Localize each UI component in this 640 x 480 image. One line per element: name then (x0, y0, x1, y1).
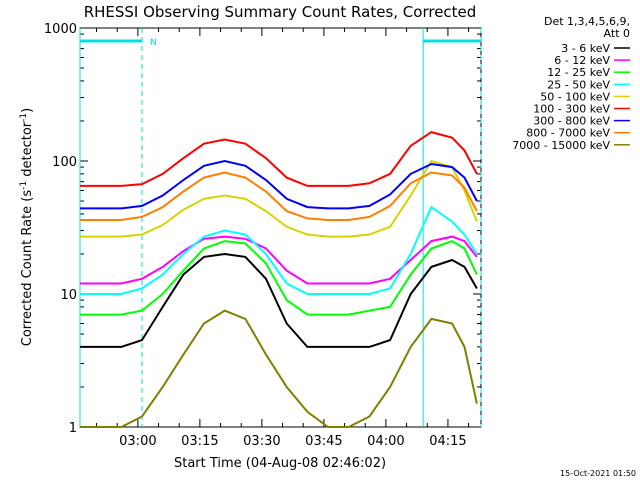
x-tick-label: 03:30 (243, 434, 280, 449)
x-tick-label: 04:15 (429, 434, 466, 449)
legend-label: 800 - 7000 keV (526, 127, 610, 140)
series-line (80, 252, 478, 348)
series-line (80, 205, 478, 295)
series-line (80, 235, 478, 285)
chart-title: RHESSI Observing Summary Count Rates, Co… (84, 3, 477, 21)
y-tick-label: 1000 (44, 22, 77, 37)
series-line (80, 309, 478, 428)
legend-label: 300 - 800 keV (533, 115, 610, 128)
x-tick-label: 03:00 (119, 434, 156, 449)
series-line (80, 159, 478, 238)
series-line (80, 131, 478, 187)
footer-timestamp: 15-Oct-2021 01:50 (560, 469, 636, 478)
y-tick-label: 1 (69, 421, 77, 436)
x-axis-label: Start Time (04-Aug-08 02:46:02) (174, 456, 386, 471)
legend-label: 25 - 50 keV (547, 78, 610, 91)
legend-label: 7000 - 15000 keV (512, 139, 610, 152)
x-tick-label: 03:45 (305, 434, 342, 449)
x-tick-label: 03:15 (181, 434, 218, 449)
legend-label: 100 - 300 keV (533, 103, 610, 116)
night-label: N (150, 38, 157, 48)
series-line (80, 239, 478, 316)
y-tick-label: 10 (60, 288, 77, 303)
legend-title-1: Det 1,3,4,5,6,9, (544, 15, 630, 28)
y-axis-label: Corrected Count Rate (s-1 detector-1) (19, 108, 35, 346)
legend-label: 6 - 12 keV (554, 54, 610, 67)
series-line (80, 171, 478, 221)
plot-frame (79, 27, 482, 428)
y-tick-label: 100 (52, 155, 77, 170)
legend-label: 3 - 6 keV (561, 42, 610, 55)
legend-title-2: Att 0 (604, 27, 630, 40)
legend-label: 50 - 100 keV (540, 90, 610, 103)
plot-area: 1000 100 10 1 03:00 03:15 03:30 03:45 04:00 04:15… (44, 22, 482, 449)
series-line (80, 159, 478, 210)
x-tick-label: 04:00 (367, 434, 404, 449)
legend-label: 12 - 25 keV (547, 66, 610, 79)
